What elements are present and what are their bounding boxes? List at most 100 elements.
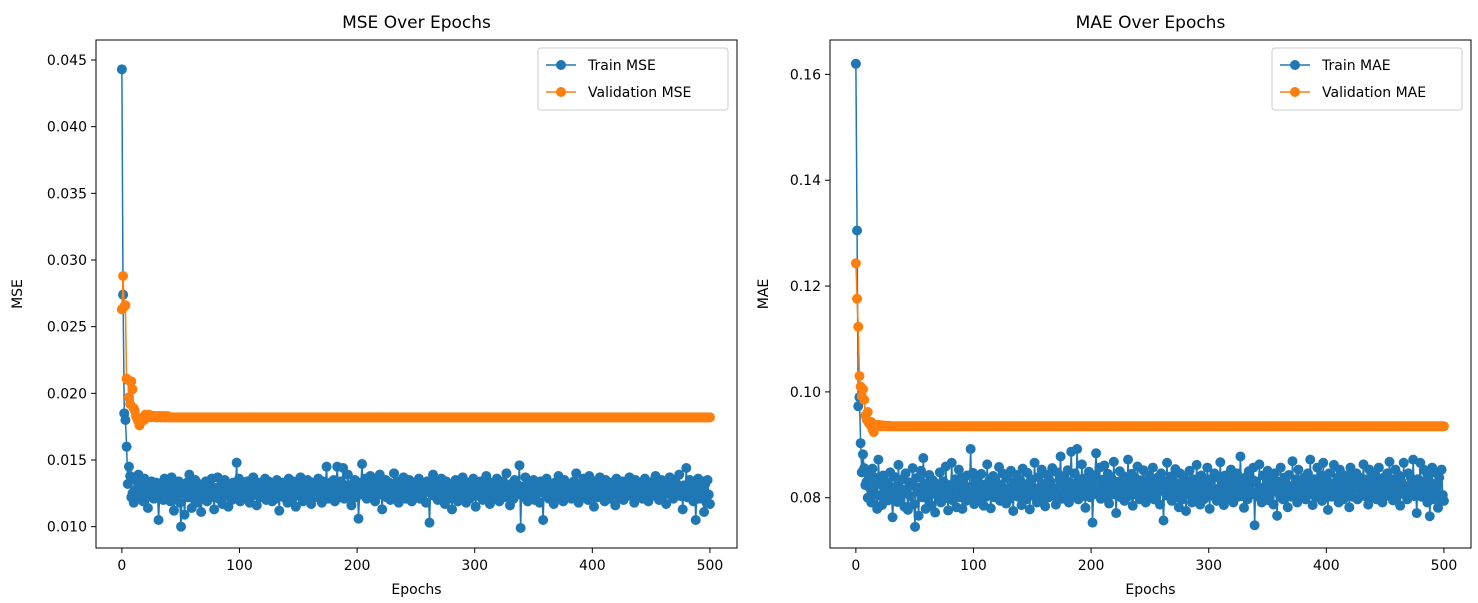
- data-point: [1055, 451, 1066, 462]
- y-tick-label: 0.020: [47, 386, 87, 402]
- data-point: [855, 438, 866, 449]
- data-point: [953, 464, 964, 475]
- data-point: [1423, 470, 1434, 481]
- data-point: [274, 505, 285, 516]
- data-point: [911, 473, 922, 484]
- data-point: [1029, 457, 1040, 468]
- series-line: [121, 69, 711, 529]
- x-axis-label: Epochs: [1125, 582, 1175, 598]
- series-line: [121, 275, 710, 428]
- x-axis-label: Epochs: [391, 582, 441, 598]
- data-point: [470, 501, 481, 512]
- data-point: [661, 499, 672, 509]
- data-point: [674, 469, 685, 480]
- series-line: [855, 263, 1444, 435]
- data-point: [850, 258, 861, 269]
- data-point: [121, 441, 132, 452]
- data-point: [251, 500, 262, 511]
- series-line: [855, 63, 1445, 527]
- data-point: [1144, 470, 1155, 481]
- data-point: [854, 371, 865, 382]
- data-point: [1123, 454, 1134, 465]
- ticks: 0 100 200 300 400 500 0.010 0.015 0.020 0.025 0.03…: [47, 53, 723, 574]
- x-tick-label: 0: [851, 558, 860, 574]
- data-point: [1398, 457, 1409, 468]
- data-point: [887, 512, 898, 523]
- data-point: [126, 376, 137, 387]
- data-point: [1108, 456, 1119, 467]
- data-point: [1204, 503, 1215, 514]
- chart-title: MAE Over Epochs: [1076, 13, 1226, 33]
- plot-area: [116, 64, 715, 533]
- data-point: [703, 489, 714, 500]
- data-point: [515, 523, 526, 533]
- data-point: [1436, 464, 1447, 475]
- data-point: [420, 497, 431, 508]
- data-point: [196, 507, 207, 517]
- data-point: [1438, 495, 1449, 506]
- legend-label: Validation MSE: [588, 85, 691, 101]
- data-point: [120, 415, 131, 425]
- legend-marker: [1290, 60, 1300, 70]
- data-point: [1434, 472, 1445, 483]
- data-point: [389, 468, 400, 479]
- data-point: [346, 500, 357, 511]
- x-tick-label: 500: [1431, 558, 1458, 574]
- data-point: [900, 468, 911, 479]
- data-point: [910, 521, 921, 532]
- data-point: [1111, 508, 1122, 519]
- y-tick-label: 0.010: [47, 520, 87, 536]
- data-point: [447, 504, 457, 515]
- y-tick-label: 0.025: [47, 320, 87, 336]
- data-point: [862, 407, 873, 417]
- data-point: [850, 58, 861, 69]
- data-point: [120, 300, 131, 311]
- data-point: [905, 491, 916, 502]
- y-tick-label: 0.14: [790, 173, 821, 189]
- data-point: [908, 499, 919, 510]
- y-tick-label: 0.08: [790, 491, 821, 507]
- data-point: [852, 293, 863, 304]
- data-point: [1238, 502, 1249, 513]
- data-point: [1249, 520, 1260, 531]
- data-point: [1008, 505, 1019, 516]
- data-point: [1370, 469, 1381, 480]
- data-point: [290, 501, 301, 512]
- data-point: [1072, 444, 1083, 455]
- data-point: [965, 444, 976, 455]
- legend-marker: [556, 60, 566, 70]
- data-point: [930, 507, 941, 518]
- data-point: [1254, 459, 1265, 470]
- x-tick-label: 200: [1078, 558, 1105, 574]
- data-point: [514, 460, 525, 471]
- data-point: [153, 515, 164, 525]
- data-point: [192, 497, 203, 508]
- data-point: [1305, 454, 1316, 465]
- data-point: [176, 521, 187, 532]
- data-point: [853, 401, 864, 412]
- data-point: [859, 394, 870, 405]
- data-point: [1395, 500, 1406, 511]
- x-tick-label: 300: [461, 558, 488, 574]
- data-point: [873, 454, 884, 465]
- data-point: [1433, 502, 1444, 513]
- chart-mse: MSE Over Epochs Epochs MSE 0 100 200 300 400…: [10, 13, 738, 598]
- data-point: [231, 457, 242, 468]
- data-point: [321, 461, 332, 472]
- data-point: [907, 463, 918, 474]
- data-point: [1282, 502, 1293, 513]
- data-point: [893, 459, 904, 470]
- data-point: [1156, 468, 1167, 479]
- data-point: [866, 497, 877, 508]
- data-point: [1235, 451, 1246, 462]
- y-tick-label: 0.030: [47, 253, 87, 269]
- legend-label: Train MSE: [587, 58, 656, 74]
- data-point: [943, 505, 954, 516]
- data-point: [1322, 504, 1333, 515]
- data-point: [957, 503, 968, 514]
- data-point: [1272, 510, 1283, 521]
- data-point: [1363, 499, 1374, 510]
- data-point: [1384, 456, 1395, 467]
- data-point: [918, 453, 929, 464]
